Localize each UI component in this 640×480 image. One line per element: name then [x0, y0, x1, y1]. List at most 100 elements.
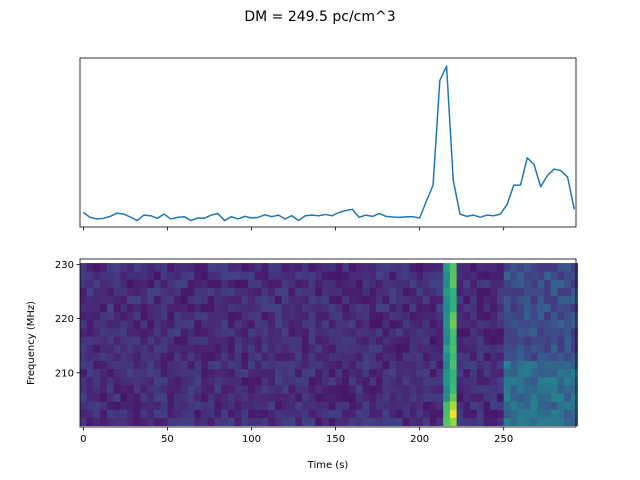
heatmap-cell — [490, 376, 498, 386]
heatmap-cell — [402, 295, 410, 305]
heatmap-cell — [456, 376, 464, 386]
heatmap-cell — [167, 376, 175, 386]
heatmap-cell — [490, 360, 498, 370]
heatmap-cell — [355, 417, 363, 427]
heatmap-cell — [463, 287, 471, 296]
heatmap-cell — [402, 393, 410, 402]
heatmap-cell — [207, 336, 215, 345]
heatmap-cell — [100, 368, 108, 378]
heatmap-cell — [221, 271, 229, 280]
heatmap-cell — [402, 385, 410, 394]
heatmap-cell — [113, 344, 121, 353]
heatmap-cell — [315, 417, 323, 427]
heatmap-cell — [194, 287, 202, 296]
heatmap-cell — [308, 344, 316, 353]
heatmap-cell — [261, 385, 269, 394]
heatmap-cell — [375, 360, 384, 370]
heatmap-cell — [409, 279, 417, 288]
heatmap-cell — [503, 409, 511, 418]
heatmap-cell — [396, 393, 404, 402]
heatmap-cell — [436, 319, 444, 329]
heatmap-cell — [355, 409, 363, 418]
heatmap-cell — [349, 360, 357, 370]
heatmap-cell — [409, 352, 417, 362]
heatmap-cell — [288, 319, 296, 329]
heatmap-cell — [100, 336, 108, 345]
heatmap-cell — [396, 409, 404, 418]
heatmap-cell — [496, 295, 505, 305]
time-series-panel — [79, 57, 577, 231]
heatmap-cell — [517, 303, 525, 313]
heatmap-cell — [490, 352, 498, 362]
heatmap-cell — [120, 319, 128, 329]
heatmap-cell — [268, 352, 276, 362]
heatmap-cell — [160, 409, 168, 418]
heatmap-cell — [127, 271, 135, 280]
heatmap-cell — [221, 360, 229, 370]
heatmap-cell — [335, 368, 343, 378]
heatmap-cell — [234, 279, 242, 288]
heatmap-cell — [227, 344, 236, 353]
heatmap-cell — [227, 393, 236, 402]
heatmap-cell — [362, 393, 370, 402]
heatmap-cell — [301, 271, 310, 280]
heatmap-cell — [429, 368, 437, 378]
heatmap-cell — [322, 393, 330, 402]
heatmap-cell — [201, 263, 209, 272]
heatmap-cell — [517, 360, 525, 370]
heatmap-cell — [564, 311, 572, 321]
heatmap-cell — [557, 319, 565, 329]
heatmap-cell — [86, 352, 94, 362]
heatmap-cell — [180, 368, 189, 378]
heatmap-cell — [153, 336, 162, 345]
heatmap-cell — [510, 401, 518, 410]
heatmap-cell — [355, 401, 363, 410]
heatmap-cell — [147, 401, 155, 410]
heatmap-cell — [80, 328, 88, 337]
heatmap-cell — [120, 360, 128, 370]
heatmap-cell — [187, 409, 195, 418]
heatmap-cell — [133, 295, 141, 305]
heatmap-cell — [402, 417, 410, 427]
heatmap-cell — [207, 263, 215, 272]
heatmap-cell — [550, 393, 558, 402]
heatmap-cell — [86, 311, 94, 321]
heatmap-cell — [544, 336, 552, 345]
heatmap-cell — [227, 295, 236, 305]
heatmap-cell — [221, 401, 229, 410]
heatmap-cell — [160, 271, 168, 280]
heatmap-cell — [241, 385, 249, 394]
heatmap-cell — [254, 279, 262, 288]
heatmap-cell — [106, 352, 115, 362]
heatmap-cell — [328, 360, 336, 370]
heatmap-cell — [523, 271, 532, 280]
heatmap-cell — [564, 417, 572, 427]
heatmap-cell — [382, 311, 390, 321]
heatmap-cell — [86, 319, 94, 329]
heatmap-cell — [113, 328, 121, 337]
heatmap-cell — [214, 303, 222, 313]
heatmap-cell — [113, 385, 121, 394]
heatmap-cell — [160, 336, 168, 345]
heatmap-cell — [214, 368, 222, 378]
heatmap-cell — [147, 328, 155, 337]
heatmap-cell — [308, 409, 316, 418]
heatmap-cell — [550, 271, 558, 280]
heatmap-cell — [80, 279, 88, 288]
heatmap-cell — [570, 336, 579, 345]
heatmap-cell — [483, 368, 491, 378]
heatmap-cell — [301, 344, 310, 353]
heatmap-cell — [402, 279, 410, 288]
heatmap-cell — [449, 336, 458, 345]
heatmap-cell — [207, 409, 215, 418]
heatmap-cell — [570, 287, 579, 296]
heatmap-cell — [355, 352, 363, 362]
heatmap-cell — [207, 287, 215, 296]
heatmap-cell — [248, 271, 256, 280]
heatmap-cell — [470, 295, 478, 305]
heatmap-cell — [349, 393, 357, 402]
heatmap-cell — [80, 360, 88, 370]
heatmap-cell — [389, 417, 397, 427]
heatmap-cell — [375, 287, 384, 296]
heatmap-cell — [86, 401, 94, 410]
